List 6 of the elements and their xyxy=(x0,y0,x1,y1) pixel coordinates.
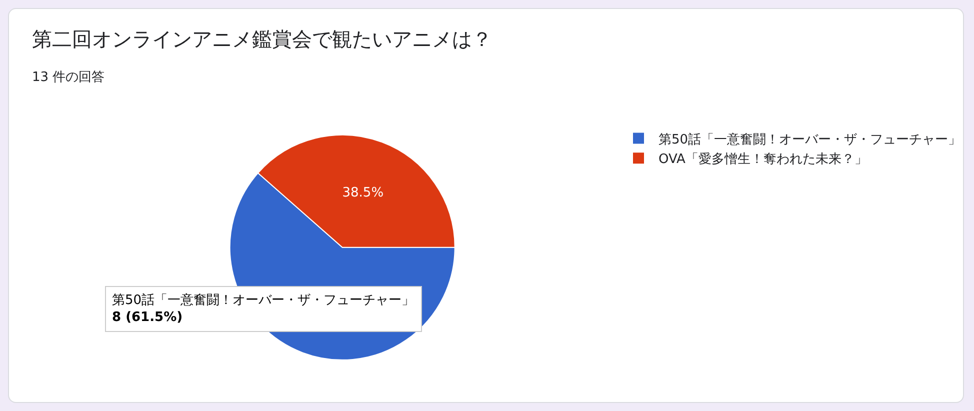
legend-label: 第50話「一意奮闘！オーバー・ザ・フューチャー」 xyxy=(658,132,962,148)
text: 第50話「一意奮闘！オーバー・ザ・フューチャー」 8 (61.5%) xyxy=(112,293,415,325)
text: 13 件の回答 xyxy=(32,69,105,86)
legend-label: OVA「愛多憎生！奪われた未来？」 xyxy=(658,152,868,168)
data-label: 38.5% xyxy=(342,186,384,201)
chart-title: 第二回オンラインアニメ鑑賞会で観たいアニメは？ xyxy=(32,26,492,53)
